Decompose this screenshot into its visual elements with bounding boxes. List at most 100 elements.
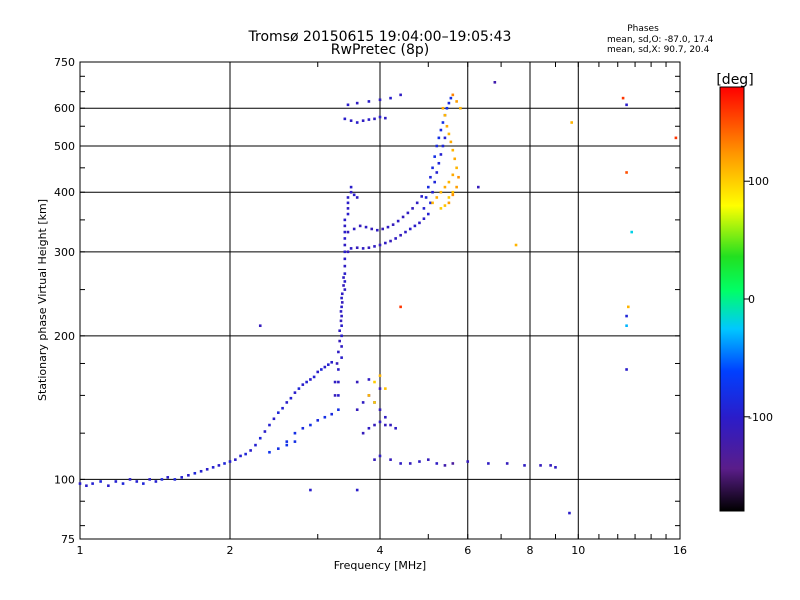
- data-point: [349, 247, 353, 250]
- data-point: [358, 224, 362, 228]
- data-point: [445, 124, 449, 128]
- data-point: [234, 458, 237, 461]
- data-point: [355, 380, 359, 384]
- data-point: [399, 93, 402, 97]
- data-point: [391, 223, 395, 226]
- data-point: [244, 452, 247, 456]
- data-point: [316, 370, 320, 374]
- data-point: [339, 319, 343, 323]
- data-point: [346, 196, 350, 199]
- data-point: [343, 224, 347, 228]
- data-point: [413, 224, 417, 228]
- data-point: [187, 474, 190, 477]
- data-point: [625, 314, 628, 318]
- data-point: [406, 211, 410, 215]
- colorbar: [719, 86, 745, 512]
- data-point: [439, 153, 443, 156]
- data-point: [349, 185, 353, 189]
- data-point: [378, 387, 382, 390]
- data-point: [337, 368, 340, 371]
- data-point: [285, 401, 289, 404]
- data-point: [327, 363, 330, 366]
- data-point: [352, 227, 356, 231]
- data-point: [449, 96, 453, 100]
- data-point: [447, 132, 451, 136]
- data-point: [549, 464, 552, 467]
- data-point: [293, 391, 297, 394]
- data-point: [367, 100, 371, 103]
- data-point: [333, 380, 337, 384]
- data-point: [297, 387, 301, 390]
- colorbar-tick-label: 100: [748, 175, 769, 188]
- data-point: [355, 196, 359, 199]
- data-point: [431, 166, 434, 170]
- data-point: [443, 185, 447, 189]
- data-point: [373, 380, 376, 384]
- data-point: [180, 476, 184, 479]
- y-tick-label: 500: [54, 140, 75, 153]
- stats-header: Phases: [627, 24, 659, 34]
- data-point: [361, 119, 365, 122]
- data-point: [389, 458, 392, 461]
- data-point: [373, 245, 376, 248]
- data-point: [320, 368, 323, 371]
- data-point: [674, 136, 678, 140]
- scatter-points: [78, 81, 678, 515]
- data-point: [443, 113, 447, 117]
- x-tick-label: 1: [77, 544, 84, 557]
- data-point: [364, 225, 368, 229]
- data-point: [343, 272, 347, 275]
- data-point: [396, 219, 400, 223]
- data-point: [346, 250, 350, 254]
- data-point: [447, 201, 451, 205]
- data-point: [343, 257, 347, 261]
- data-point: [435, 144, 439, 148]
- data-point: [343, 243, 347, 247]
- data-point: [312, 375, 316, 379]
- data-point: [338, 329, 341, 332]
- data-point: [355, 121, 359, 124]
- data-point: [367, 378, 371, 381]
- x-tick-label: 16: [673, 544, 687, 557]
- data-point: [627, 305, 630, 309]
- data-point: [404, 230, 407, 234]
- data-point: [355, 408, 359, 411]
- data-point: [505, 462, 509, 465]
- x-tick-label: 10: [571, 544, 585, 557]
- data-point: [439, 207, 443, 210]
- data-point: [625, 171, 628, 174]
- data-point: [333, 394, 337, 397]
- data-point: [367, 246, 371, 250]
- data-point: [258, 436, 262, 440]
- data-point: [384, 415, 387, 419]
- data-point: [399, 233, 402, 237]
- data-point: [408, 462, 412, 465]
- data-point: [367, 118, 371, 121]
- data-point: [418, 460, 421, 463]
- data-point: [384, 387, 387, 390]
- data-point: [338, 339, 341, 343]
- data-point: [337, 408, 340, 411]
- data-point: [301, 383, 305, 386]
- data-point: [346, 103, 350, 107]
- x-tick-label: 6: [464, 544, 471, 557]
- data-point: [415, 201, 419, 205]
- data-point: [447, 180, 451, 184]
- data-point: [323, 415, 327, 419]
- x-tick-label: 2: [227, 544, 234, 557]
- chart-title-line1: Tromsø 20150615 19:04:00–19:05:43: [248, 29, 512, 45]
- data-point: [568, 511, 571, 515]
- data-point: [381, 227, 384, 231]
- data-point: [135, 480, 139, 483]
- data-point: [493, 81, 497, 84]
- data-point: [389, 423, 392, 427]
- data-point: [78, 482, 82, 485]
- data-point: [378, 115, 382, 119]
- data-point: [455, 185, 458, 189]
- data-point: [443, 204, 447, 207]
- data-point: [431, 190, 434, 194]
- data-point: [439, 128, 443, 132]
- data-point: [289, 396, 293, 400]
- data-point: [487, 462, 490, 465]
